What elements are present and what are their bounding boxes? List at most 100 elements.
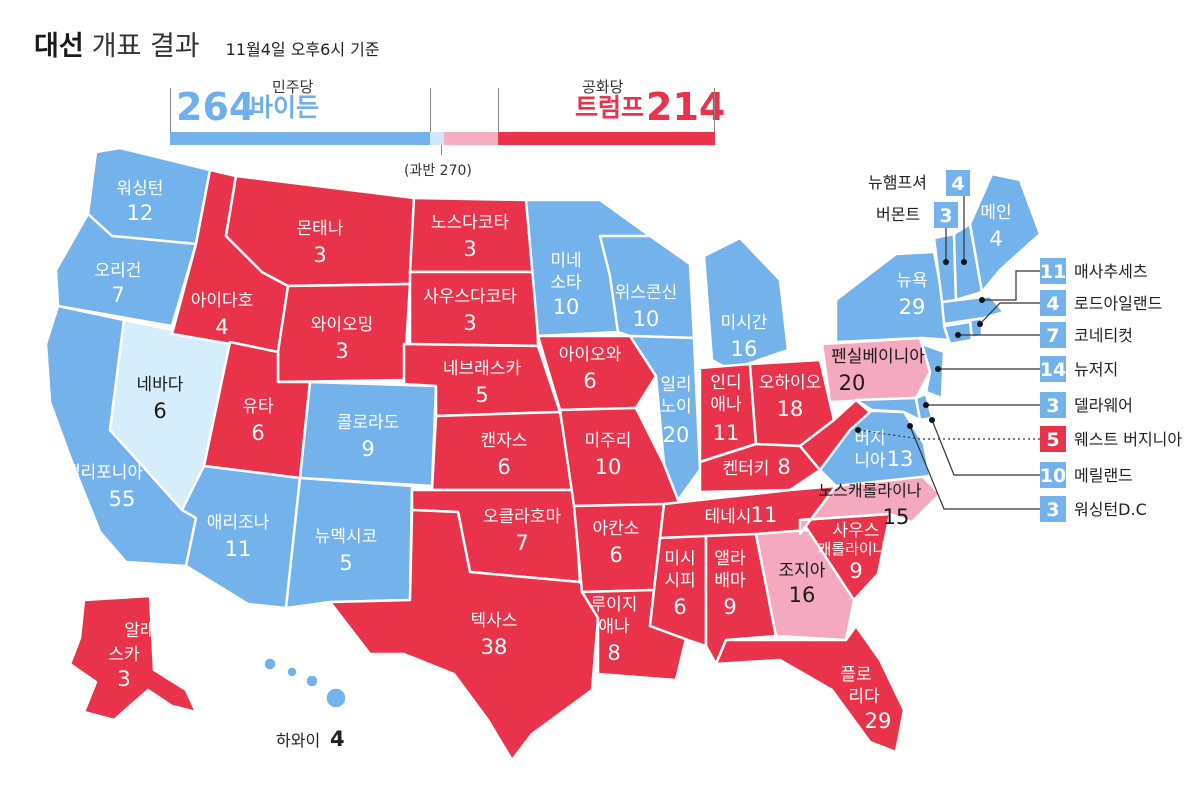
box-NH-votes: 4 [951, 173, 964, 195]
bar-tick-left [170, 88, 171, 132]
label-NC-name: 노스캐롤라이나 [818, 481, 921, 500]
state-IA[interactable] [536, 334, 658, 412]
box-RI [1040, 290, 1066, 316]
box-DE-votes: 3 [1046, 395, 1059, 417]
title-bold: 대선 [34, 31, 84, 62]
label-CO-votes: 9 [361, 437, 374, 461]
label-NV-votes: 6 [153, 399, 166, 423]
state-MD[interactable] [854, 396, 922, 422]
state-OR[interactable] [54, 212, 198, 328]
label-MT-name: 몬태나 [297, 219, 344, 239]
state-FL[interactable] [714, 624, 906, 754]
box-MD-votes: 10 [1040, 465, 1066, 487]
label-OK-votes: 7 [515, 531, 528, 555]
label-IN-votes: 11 [713, 421, 740, 445]
bar-tick-right [714, 88, 715, 132]
label-ID-votes: 4 [215, 315, 228, 339]
label-ND-votes: 3 [463, 237, 476, 261]
label-NE-name: 네브래스카 [443, 359, 522, 379]
label-NC-votes: 15 [883, 505, 910, 529]
label-HI-votes: 4 [330, 727, 345, 751]
box-DC [1040, 496, 1066, 522]
label-VT-name: 버몬트 [876, 205, 920, 224]
label-WY-votes: 3 [335, 339, 348, 363]
label-AK-name1: 알래 [124, 621, 155, 641]
label-PA-votes: 20 [839, 371, 866, 395]
bar-tick-dem [430, 88, 431, 132]
rep-bar [498, 132, 715, 145]
label-RI-name: 로드아일랜드 [1074, 294, 1162, 313]
label-IL-votes: 20 [663, 423, 690, 447]
label-UT-name: 유타 [242, 397, 274, 417]
state-TX[interactable] [328, 508, 600, 762]
label-KS-votes: 6 [497, 455, 510, 479]
label-KS-name: 캔자스 [481, 431, 528, 451]
label-VA-name1: 버지 [854, 429, 885, 449]
label-CA-votes: 55 [109, 487, 136, 511]
label-KY-name: 켄터키 [723, 459, 770, 479]
label-SC-name1: 사우스 [833, 521, 880, 541]
label-KY-votes: 8 [777, 455, 790, 479]
label-OH-votes: 18 [777, 397, 804, 421]
state-NJ[interactable] [920, 342, 946, 400]
label-NH-name: 뉴햄프셔 [868, 173, 927, 192]
bar-tick-rep [498, 88, 499, 132]
label-AL-name1: 앨라 [714, 549, 746, 569]
state-ME[interactable] [968, 172, 1042, 294]
rep-party-label: 공화당 [582, 78, 624, 96]
label-IA-name: 아이오와 [559, 345, 622, 365]
label-FL-votes: 29 [865, 709, 892, 733]
state-WY[interactable] [276, 282, 412, 384]
label-MO-votes: 10 [595, 455, 622, 479]
title-light: 개표 결과 [91, 31, 200, 62]
label-NJ-name: 뉴저지 [1074, 360, 1118, 379]
label-GA-name: 조지아 [779, 561, 826, 581]
label-MN-name1: 미네 [550, 251, 581, 271]
label-MN-votes: 10 [553, 295, 580, 319]
label-OR-votes: 7 [111, 283, 124, 307]
box-CT [1040, 322, 1066, 348]
label-SD-name: 사우스다코타 [423, 287, 517, 307]
state-WV[interactable] [798, 398, 872, 472]
label-IN-name2: 애나 [710, 395, 742, 415]
label-CO-name: 콜로라도 [337, 413, 400, 433]
label-HI-name: 하와이 [276, 731, 320, 750]
box-MD [1040, 462, 1066, 488]
box-WV [1040, 426, 1066, 452]
label-WI-name: 위스콘신 [615, 283, 678, 303]
dem-party-label: 민주당 [272, 78, 314, 96]
label-NY-name: 뉴욕 [896, 271, 927, 291]
label-AZ-name: 애리조나 [207, 513, 270, 533]
label-NY-votes: 29 [899, 295, 926, 319]
label-WI-votes: 10 [633, 307, 660, 331]
label-ME-name: 메인 [980, 203, 1011, 223]
state-MI[interactable] [702, 236, 790, 372]
state-IL[interactable] [628, 334, 702, 502]
box-DC-votes: 3 [1046, 499, 1059, 521]
state-HI[interactable] [263, 657, 347, 709]
label-GA-votes: 16 [789, 583, 816, 607]
label-DE-name: 델라웨어 [1074, 396, 1133, 415]
state-CO[interactable] [298, 380, 438, 488]
label-ND-name: 노스다코타 [431, 213, 510, 233]
state-NY[interactable] [834, 250, 952, 344]
label-ME-votes: 4 [989, 227, 1002, 251]
label-OH-name: 오하이오 [759, 373, 822, 393]
label-NM-votes: 5 [339, 551, 352, 575]
state-AK[interactable] [68, 594, 198, 722]
label-MS-votes: 6 [673, 595, 686, 619]
label-NM-name: 뉴멕시코 [315, 527, 378, 547]
label-LA-name2: 애나 [598, 617, 630, 637]
majority-label: (과반 270) [404, 163, 472, 179]
label-IN-name1: 인디 [710, 373, 741, 393]
majority-marker [441, 145, 442, 155]
label-TN-name: 테네시 [705, 507, 752, 527]
label-TN-votes: 11 [751, 503, 778, 527]
box-DE [1040, 392, 1066, 418]
dem-candidate: 바이든 [250, 93, 320, 122]
label-WV-name: 웨스트 버지니아 [1074, 430, 1182, 449]
label-ID-name: 아이다호 [191, 291, 254, 311]
label-MS-name1: 미시 [664, 549, 695, 569]
box-NH [946, 170, 970, 196]
